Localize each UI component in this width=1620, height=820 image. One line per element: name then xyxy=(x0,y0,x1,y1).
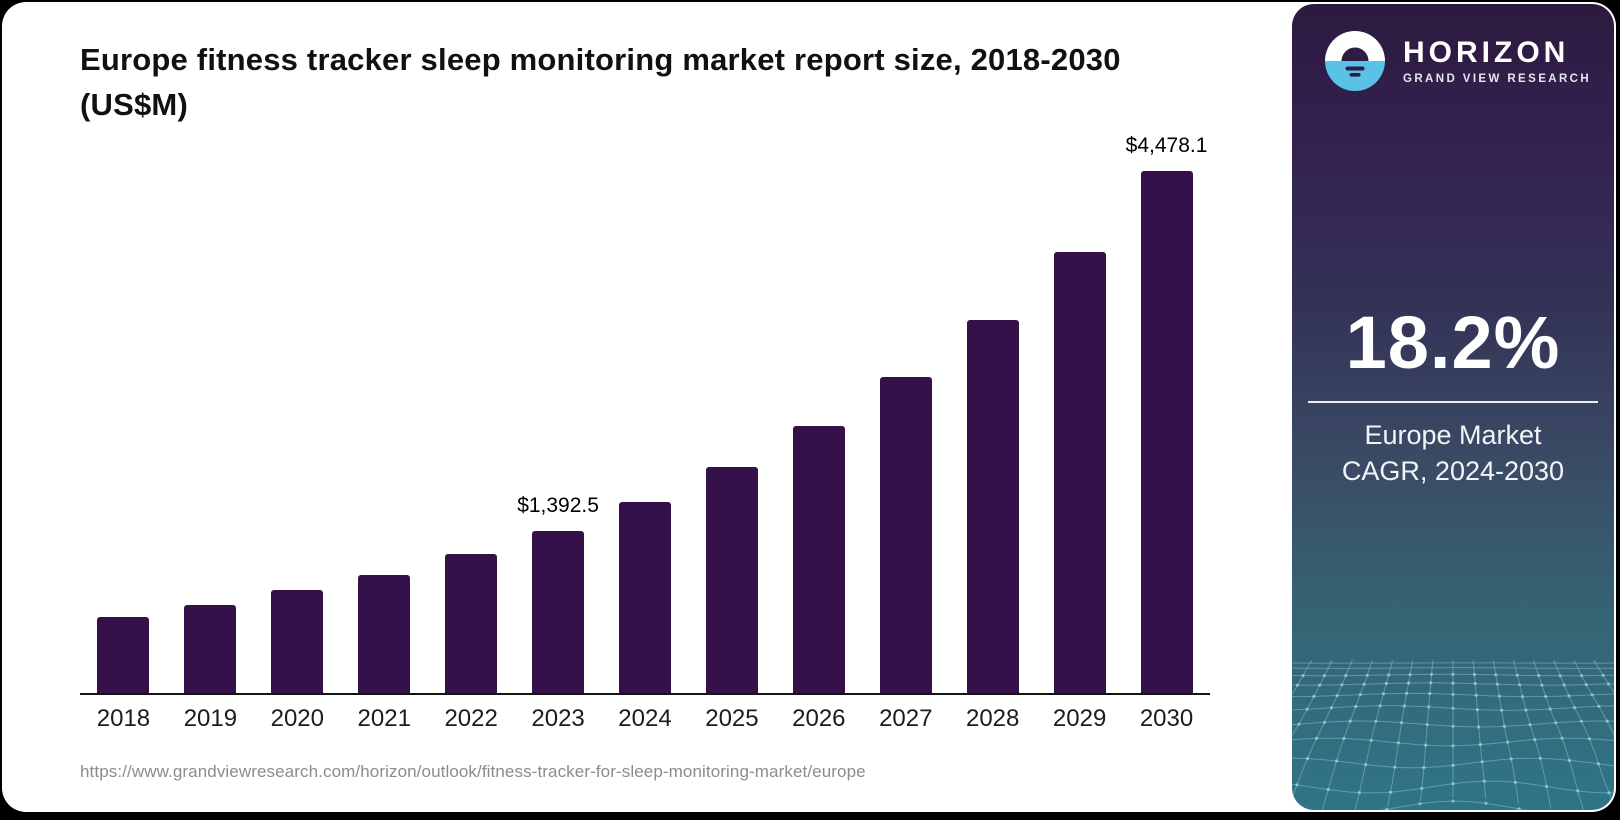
bar-2030 xyxy=(1140,171,1193,693)
chart-column-2021 xyxy=(341,574,428,693)
chart-column-2019 xyxy=(167,605,254,693)
bar-2025 xyxy=(705,466,758,693)
bar-2018 xyxy=(97,617,150,693)
x-tick-label-2026: 2026 xyxy=(792,705,846,732)
x-tick-label-2019: 2019 xyxy=(183,705,238,732)
chart-plot: $1,392.5 $4,478.1 xyxy=(80,134,1210,695)
bar-2026 xyxy=(792,425,845,693)
cagr-value: 18.2% xyxy=(1345,301,1561,384)
chart-column-2023: $1,392.5 xyxy=(515,494,602,693)
bar-2023 xyxy=(532,530,585,693)
x-tick-label-2029: 2029 xyxy=(1052,705,1107,732)
chart-column-2025 xyxy=(688,466,775,693)
chart-column-2024 xyxy=(602,501,689,693)
chart-column-2030: $4,478.1 xyxy=(1123,134,1210,693)
brand-text: HORIZON GRAND VIEW RESEARCH xyxy=(1403,37,1591,86)
chart-column-2026 xyxy=(775,425,862,693)
cagr-label-line2: CAGR, 2024-2030 xyxy=(1341,456,1565,487)
bar-2029 xyxy=(1053,251,1106,693)
bar-value-label-2030: $4,478.1 xyxy=(1125,134,1208,157)
chart-column-2018 xyxy=(80,617,167,693)
bar-2022 xyxy=(445,553,498,693)
bar-2027 xyxy=(879,377,932,693)
x-tick-label-2021: 2021 xyxy=(357,705,411,732)
chart-x-axis-labels: 2018 2019 2020 2021 2022 2023 2024 2025 2026 2027… xyxy=(80,705,1210,733)
x-tick-label-2024: 2024 xyxy=(618,705,672,732)
cagr-stat-block: 18.2% Europe Market CAGR, 2024-2030 xyxy=(1292,300,1614,490)
x-tick-label-2028: 2028 xyxy=(965,705,1020,732)
chart-column-2020 xyxy=(254,589,341,693)
cagr-label-line1: Europe Market xyxy=(1364,420,1542,450)
x-tick-label-2020: 2020 xyxy=(270,705,324,732)
chart-column-2027 xyxy=(862,377,949,693)
bar-2021 xyxy=(358,574,411,693)
chart-column-2022 xyxy=(428,553,515,693)
brand-header: HORIZON GRAND VIEW RESEARCH xyxy=(1325,31,1602,91)
x-tick-label-2025: 2025 xyxy=(705,705,759,732)
brand-name: HORIZON xyxy=(1403,35,1570,69)
chart-column-2028 xyxy=(949,319,1036,693)
horizon-logo-icon xyxy=(1325,31,1385,91)
bar-2024 xyxy=(618,501,671,693)
x-tick-label-2027: 2027 xyxy=(879,705,933,732)
bar-2028 xyxy=(966,319,1019,693)
chart-title: Europe fitness tracker sleep monitoring … xyxy=(80,42,1121,122)
brand-subtitle: GRAND VIEW RESEARCH xyxy=(1403,73,1592,86)
stat-divider xyxy=(1308,401,1598,403)
mesh-pattern xyxy=(1292,660,1614,810)
brand-sidebar: HORIZON GRAND VIEW RESEARCH 18.2% Europe… xyxy=(1292,4,1614,810)
x-tick-label-2022: 2022 xyxy=(444,705,498,732)
source-url: https://www.grandviewresearch.com/horizo… xyxy=(80,762,866,781)
bar-value-label-2023: $1,392.5 xyxy=(517,493,599,517)
x-tick-label-2023: 2023 xyxy=(531,705,585,732)
x-tick-label-2018: 2018 xyxy=(96,705,151,732)
bar-2020 xyxy=(271,589,324,693)
bar-2019 xyxy=(184,605,237,693)
chart-column-2029 xyxy=(1036,251,1123,693)
x-tick-label-2030: 2030 xyxy=(1139,705,1194,732)
